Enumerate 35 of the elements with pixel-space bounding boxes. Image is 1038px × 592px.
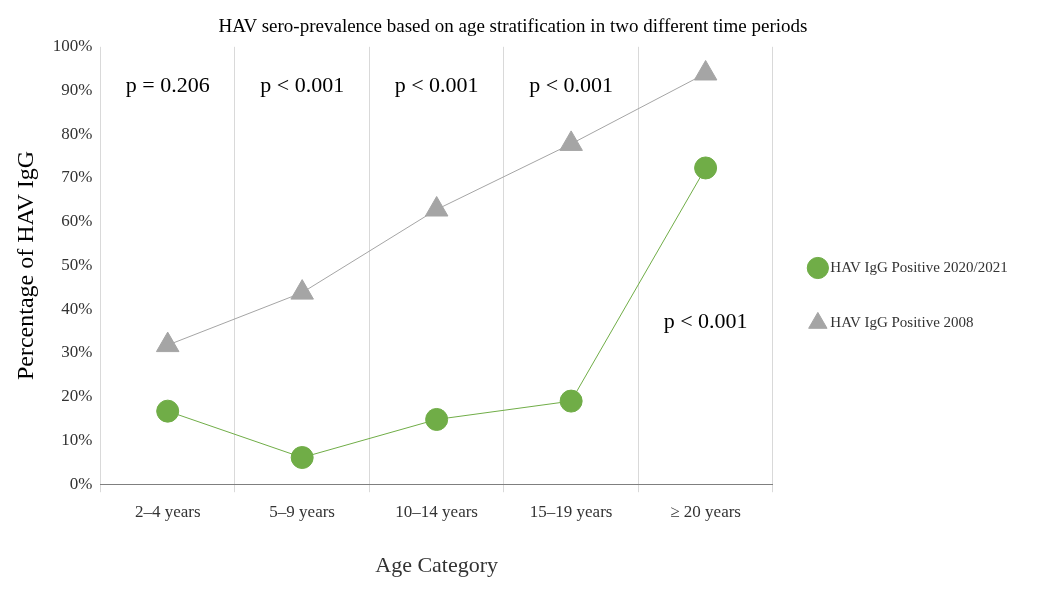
y-tick-label: 40% [61, 298, 93, 318]
x-tick-label: 10–14 years [395, 501, 478, 521]
y-tick-label: 10% [61, 429, 93, 449]
y-tick-label: 70% [61, 167, 93, 187]
x-tick-label: ≥ 20 years [670, 501, 741, 521]
y-tick-label: 0% [69, 473, 93, 493]
y-tick-label: 100% [52, 36, 93, 56]
chart-title: HAV sero-prevalence based on age stratification in two different time periods [218, 15, 808, 37]
y-tick-label: 50% [61, 254, 93, 274]
annotation: p = 0.206 [125, 71, 210, 97]
legend-label: HAV IgG Positive 2020/2021 [830, 258, 1008, 275]
y-tick-label: 30% [61, 342, 93, 362]
x-tick-label: 5–9 years [269, 501, 335, 521]
y-axis-title: Percentage of HAV IgG [11, 150, 38, 381]
point [290, 279, 314, 300]
point [155, 331, 180, 353]
point [693, 59, 718, 81]
x-tick-label: 15–19 years [529, 501, 613, 521]
legend-label: HAV IgG Positive 2008 [830, 313, 974, 330]
annotation: p < 0.001 [260, 71, 345, 97]
point [424, 196, 449, 217]
annotation: p < 0.001 [529, 71, 614, 97]
annotation: p < 0.001 [394, 71, 479, 97]
y-tick-label: 90% [61, 80, 93, 100]
point [559, 389, 583, 413]
x-axis-title: Age Category [375, 551, 499, 577]
annotation: p < 0.001 [663, 308, 748, 334]
point [290, 446, 314, 470]
point [156, 399, 180, 423]
y-tick-label: 20% [61, 386, 93, 406]
point [425, 407, 449, 431]
y-tick-label: 60% [61, 211, 93, 231]
y-tick-label: 80% [61, 123, 93, 143]
x-tick-label: 2–4 years [134, 501, 201, 521]
point [559, 130, 583, 151]
